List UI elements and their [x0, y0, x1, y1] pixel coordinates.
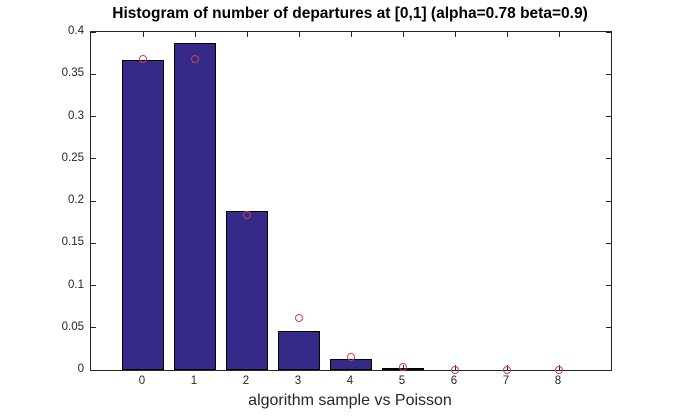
x-tick-top	[246, 32, 248, 37]
x-tick-label: 3	[294, 375, 302, 387]
y-tick-label: 0.05	[61, 320, 84, 333]
histogram-bar	[173, 43, 217, 370]
y-tick-label: 0.15	[61, 236, 84, 249]
y-tick	[91, 369, 96, 371]
y-tick-label: 0.2	[68, 194, 84, 206]
y-tick-label: 0.1	[68, 278, 84, 291]
x-tick-label: 7	[502, 375, 510, 387]
poisson-marker	[295, 314, 303, 323]
x-tick-label: 2	[242, 375, 250, 387]
y-tick-right	[606, 200, 611, 202]
x-tick-top	[454, 32, 456, 37]
x-axis-label: algorithm sample vs Poisson	[248, 392, 452, 409]
y-tick-label: 0.3	[68, 109, 84, 122]
x-tick-top	[350, 32, 352, 37]
y-tick-label: 0.35	[61, 67, 84, 80]
x-tick-top	[506, 32, 508, 37]
x-tick-top	[142, 32, 144, 37]
y-tick	[91, 116, 96, 117]
x-tick-label: 6	[450, 375, 458, 387]
x-tick-label: 5	[398, 375, 406, 387]
y-tick	[91, 158, 96, 160]
x-tick-label: 0	[138, 375, 146, 387]
y-tick-right	[606, 285, 611, 286]
x-tick-top	[298, 32, 300, 37]
poisson-marker	[451, 365, 459, 374]
poisson-marker	[503, 365, 511, 374]
histogram-bar	[277, 331, 321, 370]
poisson-marker	[139, 55, 147, 64]
y-tick-label: 0.25	[61, 151, 84, 164]
y-tick-right	[606, 242, 611, 244]
poisson-marker	[347, 353, 355, 362]
y-tick	[91, 285, 96, 286]
y-tick-label: 0.4	[68, 25, 84, 37]
y-tick	[91, 200, 96, 202]
x-tick-label: 8	[554, 375, 562, 387]
chart-title: Histogram of number of departures at [0,…	[112, 5, 588, 22]
y-tick	[91, 73, 96, 75]
x-tick-label: 1	[190, 375, 198, 387]
poisson-marker	[191, 55, 199, 64]
y-tick	[91, 31, 96, 33]
histogram-bar	[225, 211, 269, 370]
plot-area	[90, 31, 612, 374]
x-tick-top	[558, 32, 560, 37]
y-tick-label: 0	[77, 363, 84, 375]
y-tick-right	[606, 31, 611, 33]
x-tick-top	[402, 32, 404, 37]
y-tick-right	[606, 116, 611, 117]
x-tick-label: 4	[346, 375, 354, 387]
poisson-marker	[243, 210, 251, 219]
y-tick	[91, 327, 96, 329]
poisson-marker	[399, 363, 407, 372]
y-tick-right	[606, 327, 611, 329]
x-tick-top	[194, 32, 196, 37]
histogram-bar	[121, 59, 165, 370]
y-tick-right	[606, 158, 611, 160]
poisson-marker	[555, 365, 563, 374]
y-tick-right	[606, 73, 611, 75]
y-tick	[91, 242, 96, 244]
y-tick-right	[606, 369, 611, 371]
